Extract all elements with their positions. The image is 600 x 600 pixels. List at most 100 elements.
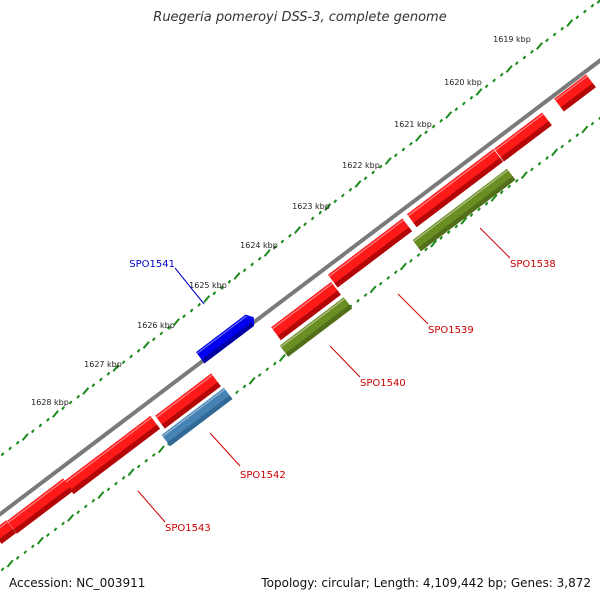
inner-minor-tick [598,116,600,120]
inner-minor-tick [257,373,262,378]
gene-feature-spo1537[interactable] [554,74,596,112]
gene-feature-spo1538[interactable] [494,112,552,162]
ruler-minor-tick [469,95,474,100]
ruler-label: 1626 kbp [137,321,175,330]
inner-major-tick [36,536,44,545]
ruler-major-tick [596,0,600,4]
ruler-minor-tick [454,107,459,112]
ruler-minor-tick [363,176,368,181]
ruler-major-tick [505,65,513,73]
ruler-major-tick [445,111,453,119]
gene-feature-spo1543[interactable] [63,415,161,495]
inner-minor-tick [46,533,50,537]
ruler-major-tick [566,19,574,27]
inner-minor-tick [575,133,580,138]
ruler-minor-tick [484,84,489,89]
ruler-minor-tick [378,164,383,169]
ruler-major-tick [536,42,543,50]
ruler-minor-tick [424,130,428,135]
inner-major-tick [520,171,528,180]
inner-minor-tick [136,464,141,469]
inner-minor-tick [242,384,247,389]
inner-minor-tick [545,156,549,160]
ortholog-feature-spo1542[interactable] [161,387,233,447]
inner-minor-tick [424,247,428,252]
gene-feature-spo1540[interactable] [271,281,341,341]
inner-minor-tick [356,298,360,303]
ruler-major-tick [263,249,271,257]
ortholog-feature-spo1538[interactable] [412,168,516,252]
gene-feature-spo1539[interactable] [406,148,504,228]
ruler-minor-tick [280,239,285,244]
ruler-minor-tick [371,170,375,175]
ruler-minor-tick [401,147,406,152]
ruler-label: 1628 kbp [31,398,69,407]
ruler-minor-tick [272,245,277,250]
gene-feature-spo1544[interactable] [7,478,73,534]
inner-minor-tick [144,458,149,463]
gene-leader-line [209,432,241,467]
gene-feature-spo1542[interactable] [155,373,221,429]
gene-label[interactable]: SPO1538 [510,259,556,270]
gene-feature-spo1545[interactable] [0,520,17,544]
ruler-minor-tick [431,124,436,129]
ruler-minor-tick [250,262,254,267]
inner-major-tick [430,239,438,248]
ruler-major-tick [324,203,332,211]
inner-minor-tick [507,184,512,189]
inner-minor-tick [484,201,489,206]
ruler-minor-tick [220,285,224,290]
ruler-minor-tick [159,331,164,336]
inner-minor-tick [30,544,35,549]
inner-minor-tick [409,258,413,263]
ruler-minor-tick [499,72,504,77]
ruler-minor-tick [303,222,307,227]
ruler-label: 1623 kbp [292,202,330,211]
accession-text: Accession: NC_003911 [9,576,146,590]
ruler-label: 1625 kbp [189,281,227,290]
ruler-minor-tick [310,216,315,221]
gene-label[interactable]: SPO1542 [240,470,286,481]
inner-major-tick [490,194,498,202]
gene-label[interactable]: SPO1543 [165,523,211,534]
ruler-minor-tick [257,256,262,261]
ortholog-feature-spo1540[interactable] [279,297,353,357]
ruler-major-tick [203,295,211,303]
ruler-minor-tick [61,406,65,411]
ruler-minor-tick [333,199,338,204]
ruler-minor-tick [530,49,534,54]
inner-major-tick [6,559,14,568]
gene-label[interactable]: SPO1539 [428,325,474,336]
ruler-minor-tick [348,187,353,192]
ruler-major-tick [294,226,301,234]
inner-major-tick [127,468,135,477]
inner-major-tick [278,353,286,362]
ruler-minor-tick [583,9,587,14]
ruler-major-tick [354,180,362,188]
gene-label[interactable]: SPO1540 [360,378,406,389]
ruler-label: 1620 kbp [444,78,482,87]
gene-feature-spo1539b[interactable] [327,218,413,288]
ruler-major-tick [142,341,150,349]
inner-minor-tick [590,121,595,126]
ruler-minor-tick [91,383,96,388]
inner-minor-tick [235,390,239,395]
inner-minor-tick [477,207,481,212]
ruler-minor-tick [182,314,186,319]
ruler-major-tick [52,410,59,418]
ruler-minor-tick [136,348,141,353]
inner-minor-tick [53,527,58,532]
gene-label[interactable]: SPO1541 [129,259,175,270]
ruler-minor-tick [0,452,5,457]
ruler-minor-tick [38,423,43,428]
inner-minor-tick [83,504,88,509]
inner-minor-tick [560,144,565,149]
ruler-minor-tick [492,78,496,83]
ruler-minor-tick [242,268,247,273]
gene-feature-spo1541[interactable] [195,314,255,364]
ruler-minor-tick [522,55,527,60]
ruler-minor-tick [99,377,103,382]
inner-minor-tick [439,236,444,240]
inner-major-tick [369,285,377,294]
